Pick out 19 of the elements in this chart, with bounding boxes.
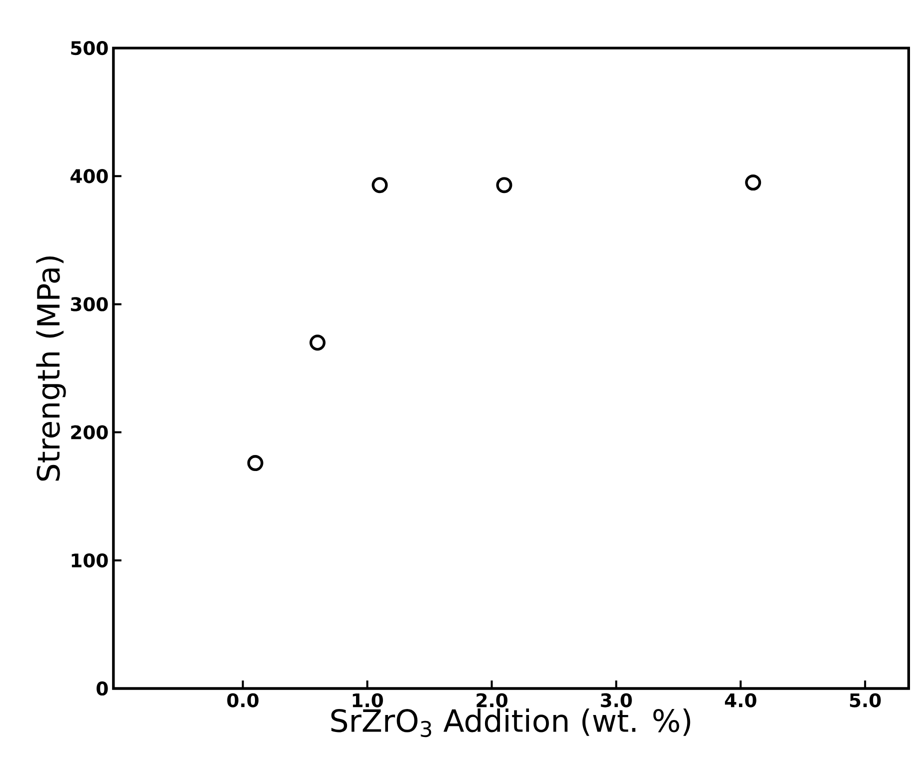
point (247, 455, 264, 472)
y-tick-label: 400 (70, 169, 108, 184)
point (496, 177, 512, 194)
y-tick-label: 0 (96, 681, 108, 696)
x-tick-label: 2.0 (476, 693, 508, 708)
y-tick-label: 200 (71, 425, 108, 440)
y-axis-title: Strength (MPa) (36, 256, 66, 481)
x-tick-label: 1.0 (352, 693, 383, 708)
y-tick-label: 100 (72, 553, 108, 568)
point (310, 334, 326, 351)
point (372, 177, 388, 194)
point (745, 174, 762, 191)
x-tick-label: 3.0 (600, 693, 632, 708)
y-tick-label: 500 (71, 41, 108, 56)
x-axis-title: SrZrO$_{3}$ Addition (wt. %) (331, 708, 690, 738)
x-tick-label: 0.0 (227, 693, 259, 708)
x-tick-label: 4.0 (724, 693, 756, 708)
y-tick-label: 300 (70, 297, 108, 312)
x-tick-label: 5.0 (850, 693, 881, 708)
